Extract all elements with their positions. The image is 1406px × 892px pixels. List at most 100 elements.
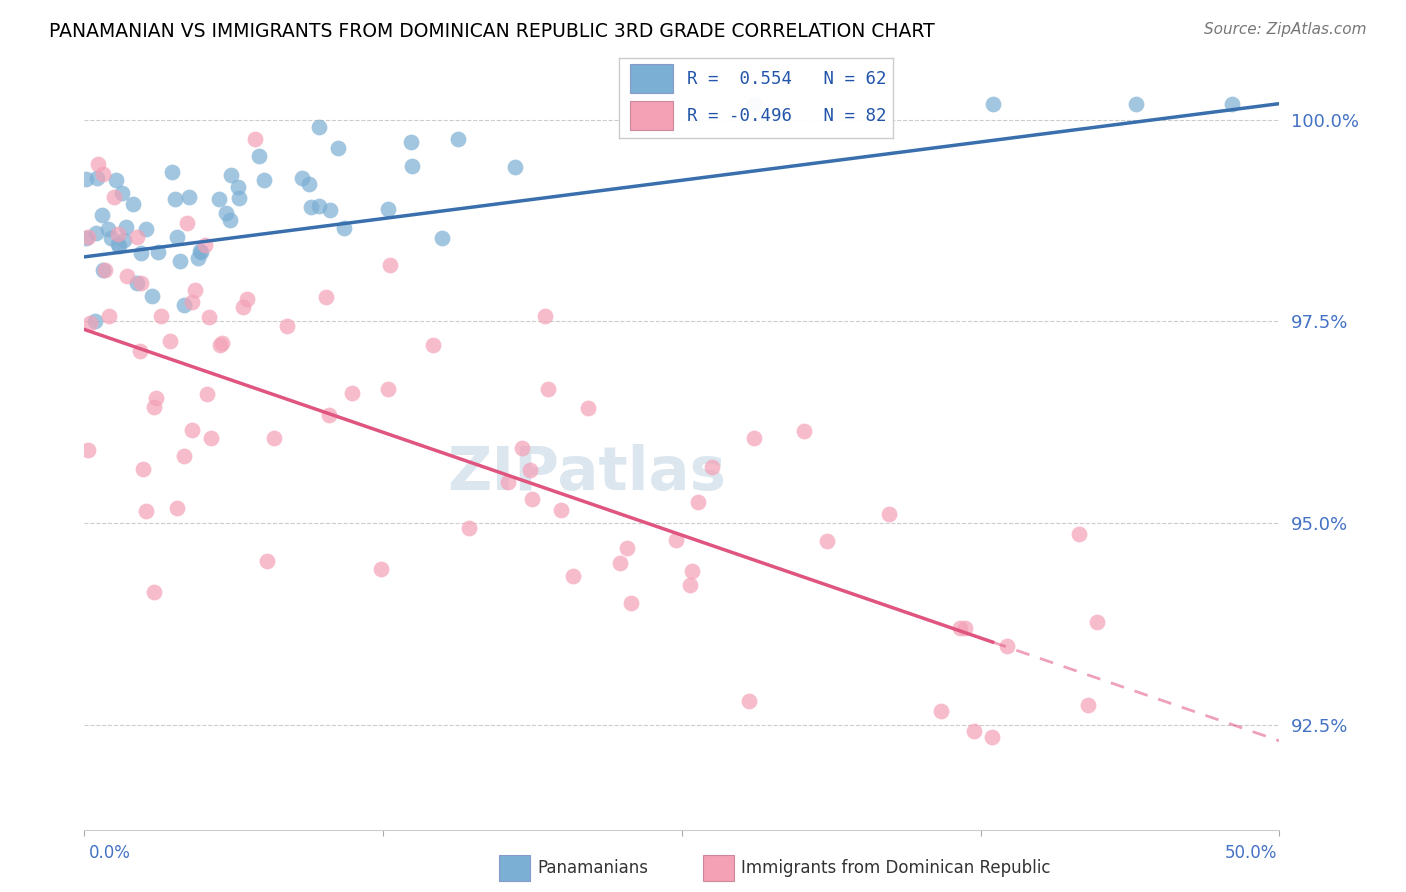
Point: [247, 148, 270, 162]
Point: [377, 382, 399, 396]
Text: R = -0.496   N = 82: R = -0.496 N = 82: [688, 107, 887, 125]
Point: [97, 221, 120, 235]
Point: [370, 562, 392, 576]
Point: [200, 432, 222, 446]
Point: [104, 173, 127, 187]
Point: [299, 200, 322, 214]
Point: [173, 449, 195, 463]
Point: [232, 300, 254, 314]
Point: [86, 226, 108, 240]
Point: [166, 229, 188, 244]
Point: [616, 541, 638, 555]
Point: [98, 310, 121, 324]
Text: R =  0.554   N = 62: R = 0.554 N = 62: [688, 70, 887, 87]
Point: [107, 227, 129, 241]
Point: [681, 564, 703, 578]
Point: [146, 245, 169, 260]
Point: [107, 239, 129, 253]
Point: [447, 132, 470, 146]
Point: [609, 556, 631, 570]
Point: [995, 640, 1018, 654]
Point: [143, 584, 166, 599]
Point: [141, 288, 163, 302]
Point: [1085, 615, 1108, 629]
Text: ZIPatlas: ZIPatlas: [447, 443, 725, 503]
Text: Panamanians: Panamanians: [537, 859, 648, 877]
Point: [298, 177, 321, 191]
Point: [165, 192, 187, 206]
Bar: [630, 64, 673, 94]
Point: [333, 220, 356, 235]
Point: [83, 313, 105, 327]
Point: [103, 190, 125, 204]
Point: [401, 159, 423, 173]
Point: [115, 219, 138, 234]
Point: [121, 197, 143, 211]
Point: [215, 206, 238, 220]
Point: [198, 310, 221, 324]
Point: [263, 431, 285, 445]
Point: [399, 136, 422, 150]
Point: [183, 283, 205, 297]
Point: [980, 730, 1002, 744]
Point: [1220, 96, 1243, 111]
Point: [188, 244, 211, 259]
Point: [520, 491, 543, 506]
Point: [228, 191, 250, 205]
Point: [79, 316, 101, 330]
Point: [519, 463, 541, 477]
Point: [458, 521, 481, 535]
Point: [190, 245, 212, 260]
Point: [100, 231, 122, 245]
Point: [91, 167, 114, 181]
Point: [308, 199, 330, 213]
Point: [550, 502, 572, 516]
Point: [91, 263, 114, 277]
Point: [75, 171, 97, 186]
Point: [195, 387, 218, 401]
Point: [159, 334, 181, 349]
Point: [678, 578, 700, 592]
Point: [276, 319, 298, 334]
Point: [166, 500, 188, 515]
Point: [226, 180, 249, 194]
Point: [315, 290, 337, 304]
Point: [135, 221, 157, 235]
Point: [328, 141, 350, 155]
Point: [125, 276, 148, 290]
Text: PANAMANIAN VS IMMIGRANTS FROM DOMINICAN REPUBLIC 3RD GRADE CORRELATION CHART: PANAMANIAN VS IMMIGRANTS FROM DOMINICAN …: [49, 22, 935, 41]
Point: [194, 237, 217, 252]
Point: [173, 298, 195, 312]
Point: [77, 442, 100, 457]
Point: [208, 337, 231, 351]
Point: [342, 386, 364, 401]
Point: [742, 96, 765, 111]
Point: [877, 507, 900, 521]
Point: [686, 494, 709, 508]
Point: [562, 568, 585, 582]
Point: [111, 186, 134, 200]
Point: [702, 460, 724, 475]
Text: 50.0%: 50.0%: [1225, 844, 1277, 862]
Point: [219, 168, 242, 182]
Point: [132, 461, 155, 475]
Point: [219, 213, 242, 227]
Point: [318, 408, 340, 422]
Point: [145, 391, 167, 405]
Point: [1077, 698, 1099, 712]
Point: [90, 208, 112, 222]
Point: [169, 254, 191, 268]
Point: [815, 533, 838, 548]
Point: [129, 276, 152, 290]
Point: [87, 157, 110, 171]
Point: [576, 401, 599, 415]
Point: [125, 230, 148, 244]
Point: [981, 96, 1004, 111]
Point: [534, 309, 557, 323]
Point: [378, 258, 401, 272]
Bar: [630, 102, 673, 130]
Point: [793, 424, 815, 438]
Point: [949, 621, 972, 635]
Point: [738, 694, 761, 708]
Point: [620, 596, 643, 610]
